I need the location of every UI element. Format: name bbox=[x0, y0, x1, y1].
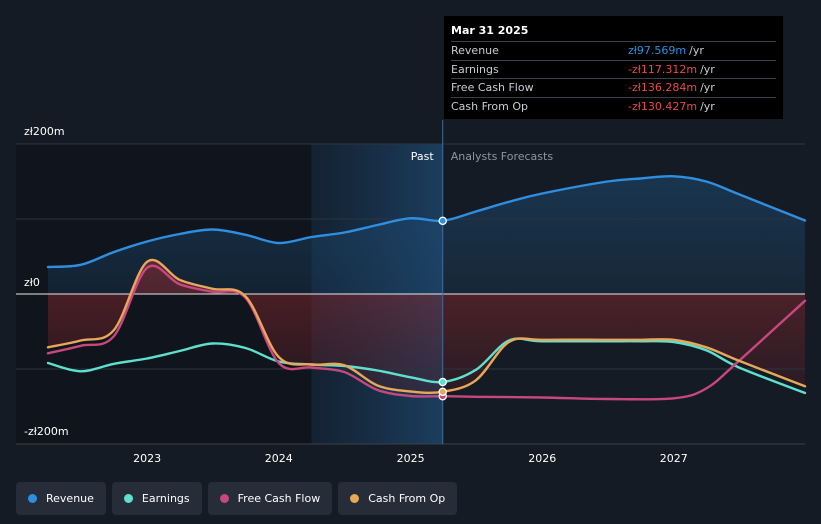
y-tick-label: zł0 bbox=[24, 276, 40, 289]
chart-legend: Revenue Earnings Free Cash Flow Cash Fro… bbox=[16, 482, 458, 515]
legend-label: Revenue bbox=[46, 492, 94, 505]
tooltip-row-free-cash-flow: Free Cash Flow -zł136.284m /yr bbox=[451, 78, 776, 97]
tooltip-label: Cash From Op bbox=[451, 99, 529, 113]
tooltip-unit: /yr bbox=[689, 44, 704, 57]
legend-item-earnings[interactable]: Earnings bbox=[111, 482, 202, 515]
legend-item-revenue[interactable]: Revenue bbox=[16, 482, 106, 515]
legend-dot-icon bbox=[219, 494, 229, 503]
y-tick-label: zł200m bbox=[24, 125, 65, 138]
x-tick-label: 2026 bbox=[528, 452, 556, 465]
y-tick-label: -zł200m bbox=[24, 425, 69, 438]
tooltip-row-revenue: Revenue zł97.569m /yr bbox=[451, 41, 776, 60]
series-line-earnings bbox=[46, 337, 807, 395]
x-tick-label: 2024 bbox=[265, 452, 293, 465]
tooltip-value: -zł117.312m bbox=[628, 62, 698, 76]
tooltip-value: -zł130.427m bbox=[628, 99, 698, 113]
past-label: Past bbox=[411, 150, 435, 163]
tooltip-unit: /yr bbox=[700, 81, 715, 94]
tooltip-value: zł97.569m bbox=[628, 44, 687, 57]
tooltip-unit: /yr bbox=[700, 99, 715, 113]
legend-label: Cash From Op bbox=[368, 492, 446, 505]
legend-dot-icon bbox=[28, 494, 37, 503]
marker-revenue bbox=[438, 216, 447, 226]
tooltip-unit: /yr bbox=[700, 62, 715, 76]
tooltip-panel: Mar 31 2025 Revenue zł97.569m /yr Earnin… bbox=[444, 16, 783, 119]
tooltip-label: Revenue bbox=[451, 44, 499, 57]
legend-label: Earnings bbox=[141, 492, 190, 505]
x-tick-label: 2023 bbox=[133, 452, 161, 465]
chart-lines bbox=[46, 175, 807, 401]
marker-cash-from-op bbox=[438, 387, 447, 397]
forecast-label: Analysts Forecasts bbox=[451, 150, 554, 163]
legend-item-cash-from-op[interactable]: Cash From Op bbox=[338, 482, 458, 515]
legend-dot-icon bbox=[350, 494, 360, 503]
tooltip-row-earnings: Earnings -zł117.312m /yr bbox=[451, 59, 776, 79]
tooltip-value: -zł136.284m bbox=[628, 81, 698, 94]
series-line-revenue bbox=[46, 175, 807, 269]
series-line-free-cash-flow bbox=[46, 264, 807, 401]
legend-label: Free Cash Flow bbox=[237, 492, 321, 505]
legend-item-free-cash-flow[interactable]: Free Cash Flow bbox=[207, 482, 333, 515]
chart-markers bbox=[438, 216, 447, 401]
tooltip-label: Free Cash Flow bbox=[451, 81, 534, 94]
revenue-area bbox=[48, 176, 805, 294]
x-tick-label: 2027 bbox=[660, 452, 688, 465]
series-line-cash-from-op bbox=[46, 258, 807, 395]
chart-labels: zł200m zł0 -zł200m 2023 2024 2025 2026 2027 Past… bbox=[24, 125, 688, 465]
tooltip-date: Mar 31 2025 bbox=[451, 24, 529, 37]
marker-earnings bbox=[438, 377, 447, 387]
x-tick-label: 2025 bbox=[397, 452, 425, 465]
legend-dot-icon bbox=[123, 494, 133, 503]
tooltip-label: Earnings bbox=[451, 62, 499, 76]
tooltip-row-cash-from-op: Cash From Op -zł130.427m /yr bbox=[451, 96, 776, 116]
